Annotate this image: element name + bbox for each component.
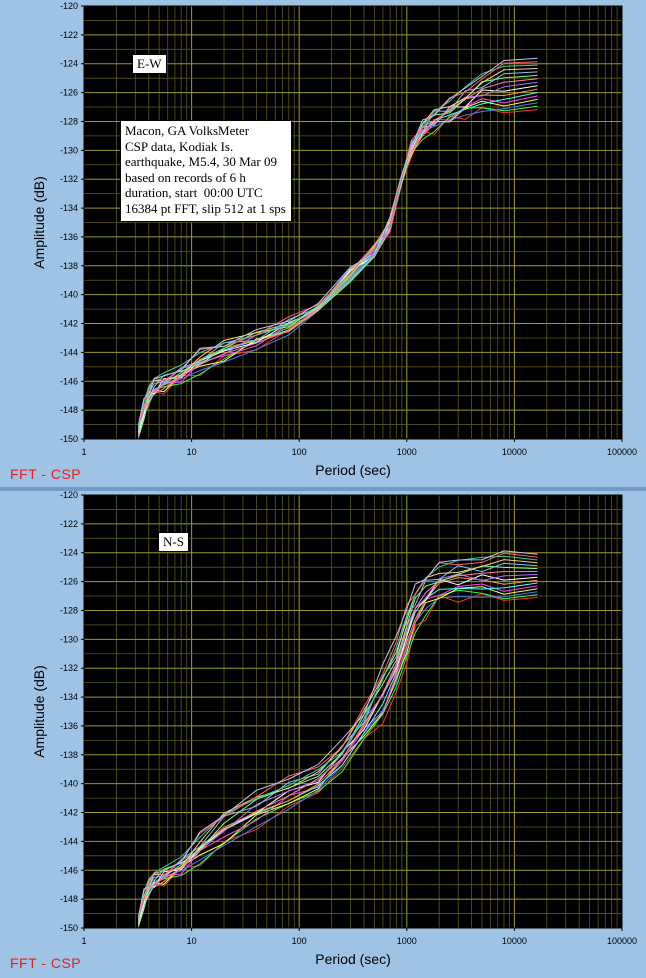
y-tick-label: -128: [60, 605, 78, 615]
spectrum-series-line: [137, 68, 538, 428]
dataset-info-box: Macon, GA VolksMeter CSP data, Kodiak Is…: [120, 120, 292, 222]
y-tick-label: -150: [60, 434, 78, 444]
y-tick-label: -150: [60, 923, 78, 933]
y-tick-label: -126: [60, 577, 78, 587]
plot-frame: [83, 5, 623, 440]
y-tick-label: -124: [60, 548, 78, 558]
y-tick-label: -148: [60, 405, 78, 415]
grid: [84, 5, 622, 440]
x-tick-label: 1: [81, 936, 86, 946]
y-tick-label: -126: [60, 88, 78, 98]
y-tick-label: -138: [60, 750, 78, 760]
x-tick-label: 1000: [397, 936, 417, 946]
panel-title-top: FFT - CSP: [10, 466, 82, 482]
x-tick-label: 10: [187, 447, 197, 457]
spectrum-series-line: [137, 88, 538, 434]
x-axis-title: Period (sec): [315, 951, 390, 967]
spectrum-series-line: [137, 57, 538, 426]
ns-spectrum-panel: -120 -122 -124 -126 -128 -130 -132 -134 -136 -138…: [0, 489, 646, 978]
plot-frame: [83, 494, 623, 929]
component-label-ew: E-W: [132, 54, 167, 74]
spectrum-series-line: [137, 61, 538, 427]
panel-divider: [0, 487, 646, 491]
y-tick-label: -140: [60, 290, 78, 300]
y-axis-title: Amplitude (dB): [31, 176, 47, 269]
series-group: [137, 57, 538, 439]
x-axis-title: Period (sec): [315, 462, 390, 478]
x-tick-label: 1000: [397, 447, 417, 457]
spectrum-series-line: [137, 550, 538, 917]
y-tick-label: -140: [60, 779, 78, 789]
y-tick-label: -122: [60, 30, 78, 40]
y-tick-label: -120: [60, 1, 78, 11]
x-tick-label: 10000: [502, 936, 527, 946]
series-group: [137, 550, 538, 928]
y-tick-label: -144: [60, 836, 78, 846]
y-tick-label: -138: [60, 261, 78, 271]
component-label-ns: N-S: [158, 532, 189, 552]
y-tick-label: -122: [60, 519, 78, 529]
spectrum-series-line: [137, 552, 538, 918]
y-tick-label: -148: [60, 894, 78, 904]
y-tick-label: -136: [60, 232, 78, 242]
x-tick-label: 10: [187, 936, 197, 946]
grid: [84, 494, 622, 929]
panel-title-bottom: FFT - CSP: [10, 955, 82, 971]
y-tick-label: -128: [60, 116, 78, 126]
y-tick-label: -142: [60, 319, 78, 329]
spectrum-series-line: [137, 555, 538, 919]
x-tick-label: 100: [292, 447, 307, 457]
x-tick-label: 100000: [607, 936, 637, 946]
y-tick-label: -134: [60, 203, 78, 213]
spectrum-series-line: [137, 583, 538, 925]
y-tick-label: -130: [60, 145, 78, 155]
x-tick-label: 100: [292, 936, 307, 946]
spectrum-series-line: [137, 78, 538, 431]
y-tick-label: -136: [60, 721, 78, 731]
spectrum-series-line: [137, 562, 538, 920]
x-tick-label: 100000: [607, 447, 637, 457]
ew-spectrum-panel: -120 -122 -124 -126 -128 -130 -132 -134 -136 -138…: [10, 1, 637, 482]
y-tick-label: -142: [60, 808, 78, 818]
y-tick-label: -146: [60, 376, 78, 386]
y-tick-label: -130: [60, 634, 78, 644]
spectrum-series-line: [137, 74, 538, 430]
y-tick-label: -124: [60, 59, 78, 69]
y-tick-label: -146: [60, 865, 78, 875]
y-tick-label: -134: [60, 692, 78, 702]
y-tick-label: -132: [60, 174, 78, 184]
y-tick-label: -144: [60, 347, 78, 357]
x-tick-label: 1: [81, 447, 86, 457]
ns-spectrum-chart: -120 -122 -124 -126 -128 -130 -132 -134 -136 -138…: [31, 490, 637, 967]
y-axis-title: Amplitude (dB): [31, 665, 47, 758]
x-tick-label: 10000: [502, 447, 527, 457]
spectrum-series-line: [137, 565, 538, 921]
spectrum-series-line: [137, 71, 538, 429]
y-tick-label: -132: [60, 663, 78, 673]
ew-spectrum-chart: -120 -122 -124 -126 -128 -130 -132 -134 -136 -138…: [31, 1, 637, 478]
y-tick-label: -120: [60, 490, 78, 500]
